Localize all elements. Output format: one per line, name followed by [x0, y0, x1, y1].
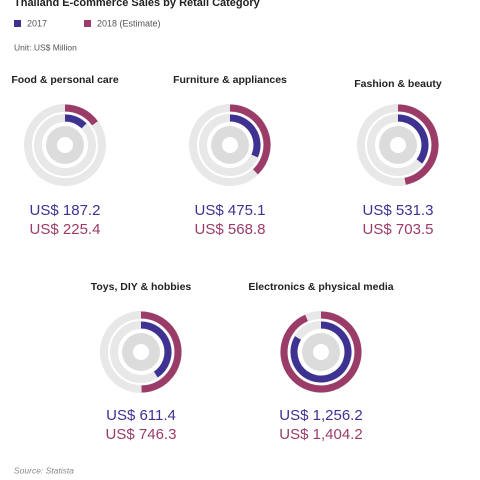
source: Source: Statista — [14, 465, 74, 475]
icon — [133, 344, 149, 360]
value-label: US$ 703.5 — [363, 221, 434, 238]
chart-title: Furniture & appliances — [173, 74, 287, 86]
ring-bar — [140, 321, 172, 378]
value-label: US$ 187.2 — [30, 202, 101, 219]
ring-bar — [397, 104, 439, 185]
icon — [57, 137, 73, 153]
ring-bar — [140, 311, 182, 393]
unit: Unit: US$ Million — [14, 42, 77, 52]
ring-bar — [280, 311, 362, 393]
chart-title: Fashion & beauty — [354, 78, 442, 90]
value-label: US$ 531.3 — [363, 202, 434, 219]
icon — [390, 137, 406, 153]
legend-swatch — [84, 20, 91, 27]
chart-title: Electronics & physical media — [248, 281, 393, 293]
value-label: US$ 225.4 — [30, 221, 101, 238]
value-label: US$ 611.4 — [106, 407, 176, 424]
ring-bar — [64, 114, 87, 129]
value-label: US$ 475.1 — [195, 202, 266, 219]
icon — [313, 344, 329, 360]
value-label: US$ 1,256.2 — [279, 407, 362, 424]
legend-label: 2017 — [27, 18, 47, 28]
icon — [222, 137, 238, 153]
legend-label: 2018 (Estimate) — [97, 18, 161, 28]
chart-title: Toys, DIY & hobbies — [91, 281, 192, 293]
chart-title: Food & personal care — [11, 74, 119, 86]
ring-bar — [229, 114, 261, 158]
value-label: US$ 1,404.2 — [279, 426, 362, 443]
ring-bar — [397, 114, 429, 164]
ring-bar — [290, 321, 352, 383]
value-label: US$ 568.8 — [195, 221, 266, 238]
ring-bar — [229, 104, 271, 175]
ring-bar — [64, 104, 98, 126]
value-label: US$ 746.3 — [106, 426, 177, 443]
title: Thailand E-commerce Sales by Retail Cate… — [14, 0, 261, 9]
legend-swatch — [14, 20, 21, 27]
